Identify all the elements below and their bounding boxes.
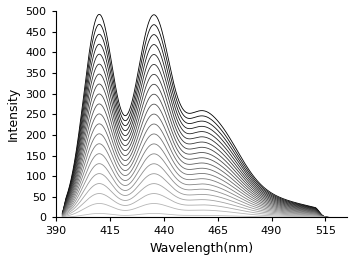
X-axis label: Wavelength(nm): Wavelength(nm) [149, 242, 253, 255]
Y-axis label: Intensity: Intensity [7, 87, 20, 141]
